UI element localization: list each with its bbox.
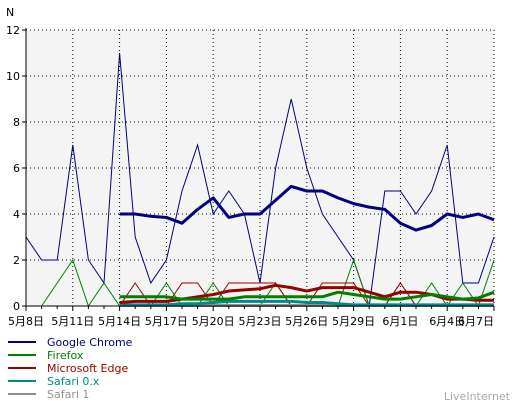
y-tick-label: 2 — [13, 254, 20, 267]
plot-background — [26, 30, 494, 306]
y-tick-label: 0 — [13, 300, 20, 313]
x-tick-label: 6月1日 — [382, 315, 418, 328]
series-trend-line-0 — [119, 184, 495, 232]
legend-label: Safari 1 — [47, 388, 89, 401]
legend-label: Google Chrome — [47, 336, 133, 349]
y-tick-label: 8 — [13, 116, 20, 129]
watermark: LiveInternet — [444, 390, 511, 403]
legend-label: Firefox — [47, 349, 84, 362]
x-tick-label: 5月29日 — [332, 315, 375, 328]
series-trend-line-1 — [119, 290, 495, 301]
x-tick-label: 5月20日 — [192, 315, 235, 328]
y-tick-labels: 0 2 4 6 8 10 12 — [6, 24, 20, 313]
y-tick-label: 4 — [13, 208, 20, 221]
axes — [22, 28, 495, 311]
legend-label: Safari 0.x — [47, 375, 100, 388]
x-tick-label: 5月17日 — [145, 315, 188, 328]
x-tick-label: 6月4日 — [429, 315, 465, 328]
y-tick-label: 12 — [6, 24, 20, 37]
x-tick-label: 6月7日 — [458, 315, 494, 328]
y-axis-title: N — [6, 6, 14, 19]
y-tick-label: 10 — [6, 70, 20, 83]
y-tick-label: 6 — [13, 162, 20, 175]
x-tick-label: 5月11日 — [51, 315, 94, 328]
x-tick-labels: 5月8日 5月11日 5月14日 5月17日 5月20日 5月23日 5月26日 5月29日 6… — [8, 315, 494, 328]
series-trend-line-3 — [119, 299, 494, 307]
x-tick-label: 5月23日 — [239, 315, 282, 328]
x-tick-label: 5月8日 — [8, 315, 44, 328]
legend-label: Microsoft Edge — [47, 362, 128, 375]
x-tick-label: 5月14日 — [98, 315, 141, 328]
x-tick-label: 5月26日 — [285, 315, 328, 328]
